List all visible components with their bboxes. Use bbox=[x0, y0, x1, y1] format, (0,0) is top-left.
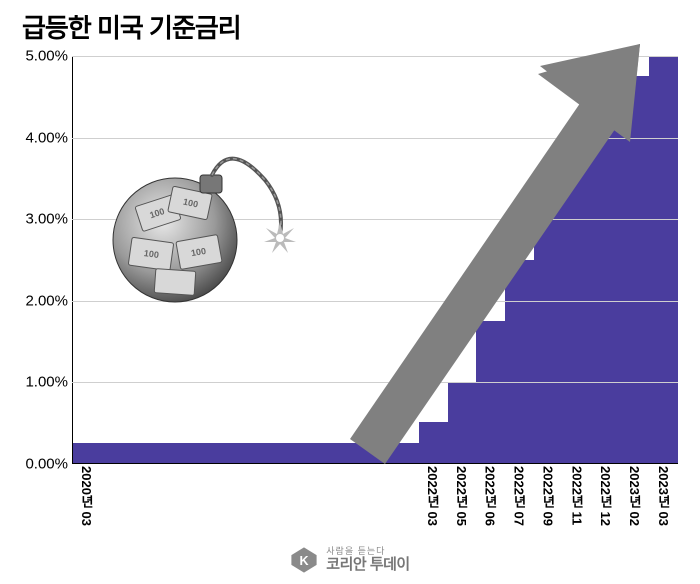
bar-fill bbox=[159, 443, 188, 463]
bar bbox=[448, 56, 477, 463]
bar bbox=[159, 56, 188, 463]
y-axis-tick-label: 5.00% bbox=[8, 48, 68, 65]
x-axis-tick-label: 2023년 02 bbox=[620, 466, 649, 531]
bar bbox=[188, 56, 217, 463]
y-axis-tick-label: 0.00% bbox=[8, 456, 68, 473]
bar bbox=[620, 56, 649, 463]
svg-text:K: K bbox=[300, 554, 309, 568]
x-axis-tick-label: 2022년 09 bbox=[534, 466, 563, 531]
bar bbox=[563, 56, 592, 463]
chart-title: 급등한 미국 기준금리 bbox=[22, 8, 241, 45]
bar bbox=[131, 56, 160, 463]
gridline bbox=[72, 138, 678, 139]
bar bbox=[217, 56, 246, 463]
brand-logo-icon: K bbox=[290, 546, 318, 574]
bar bbox=[649, 56, 678, 463]
y-axis-tick-label: 3.00% bbox=[8, 211, 68, 228]
bar-fill bbox=[73, 443, 102, 463]
bar bbox=[505, 56, 534, 463]
x-axis-tick-label: 2023년 03 bbox=[649, 466, 678, 531]
x-axis-tick-label bbox=[245, 466, 274, 531]
bar bbox=[304, 56, 333, 463]
bar-fill bbox=[592, 97, 621, 463]
gridline bbox=[72, 382, 678, 383]
bar bbox=[102, 56, 131, 463]
bar-fill bbox=[304, 443, 333, 463]
x-axis-labels: 2020년 03 2022년 032022년 052022년 062022년 07… bbox=[72, 466, 678, 531]
x-axis-tick-label bbox=[101, 466, 130, 531]
x-axis-tick-label bbox=[303, 466, 332, 531]
x-axis-tick-label bbox=[130, 466, 159, 531]
footer-text: 사람을 듣는다 코리안 투데이 bbox=[326, 547, 409, 573]
bar-fill bbox=[361, 443, 390, 463]
bar bbox=[534, 56, 563, 463]
bar-fill bbox=[649, 56, 678, 463]
bar-fill bbox=[131, 443, 160, 463]
x-axis-tick-label: 2022년 06 bbox=[476, 466, 505, 531]
chart-plot-area bbox=[72, 56, 678, 464]
bar bbox=[390, 56, 419, 463]
x-axis-tick-label: 2022년 05 bbox=[447, 466, 476, 531]
bar-fill bbox=[534, 198, 563, 463]
bar-fill bbox=[390, 443, 419, 463]
x-axis-tick-label: 2022년 07 bbox=[505, 466, 534, 531]
gridline bbox=[72, 219, 678, 220]
bar-fill bbox=[188, 443, 217, 463]
bar bbox=[246, 56, 275, 463]
bar bbox=[275, 56, 304, 463]
x-axis-tick-label bbox=[332, 466, 361, 531]
y-axis-tick-label: 2.00% bbox=[8, 292, 68, 309]
bar bbox=[361, 56, 390, 463]
bar-container bbox=[73, 56, 678, 463]
bar-fill bbox=[217, 443, 246, 463]
x-axis-tick-label bbox=[360, 466, 389, 531]
bar-fill bbox=[448, 382, 477, 463]
bar bbox=[332, 56, 361, 463]
x-axis-tick-label bbox=[159, 466, 188, 531]
x-axis-tick-label: 2020년 03 bbox=[72, 466, 101, 531]
bar bbox=[476, 56, 505, 463]
x-axis-tick-label: 2022년 03 bbox=[418, 466, 447, 531]
bar-fill bbox=[505, 260, 534, 464]
bar-fill bbox=[620, 76, 649, 463]
x-axis-tick-label bbox=[389, 466, 418, 531]
x-axis-tick-label bbox=[187, 466, 216, 531]
x-axis-tick-label bbox=[216, 466, 245, 531]
footer-brand-name: 코리안 투데이 bbox=[326, 557, 409, 574]
gridline bbox=[72, 301, 678, 302]
gridline bbox=[72, 56, 678, 57]
bar bbox=[592, 56, 621, 463]
y-axis-tick-label: 1.00% bbox=[8, 374, 68, 391]
bar-fill bbox=[332, 443, 361, 463]
bar-fill bbox=[275, 443, 304, 463]
bar bbox=[419, 56, 448, 463]
x-axis-tick-label: 2022년 12 bbox=[591, 466, 620, 531]
x-axis-tick-label: 2022년 11 bbox=[562, 466, 591, 531]
bar-fill bbox=[246, 443, 275, 463]
bar-fill bbox=[419, 422, 448, 463]
bar-fill bbox=[102, 443, 131, 463]
footer-brand: K 사람을 듣는다 코리안 투데이 bbox=[0, 546, 700, 574]
bar bbox=[73, 56, 102, 463]
bar-fill bbox=[476, 321, 505, 463]
x-axis-tick-label bbox=[274, 466, 303, 531]
y-axis-tick-label: 4.00% bbox=[8, 129, 68, 146]
